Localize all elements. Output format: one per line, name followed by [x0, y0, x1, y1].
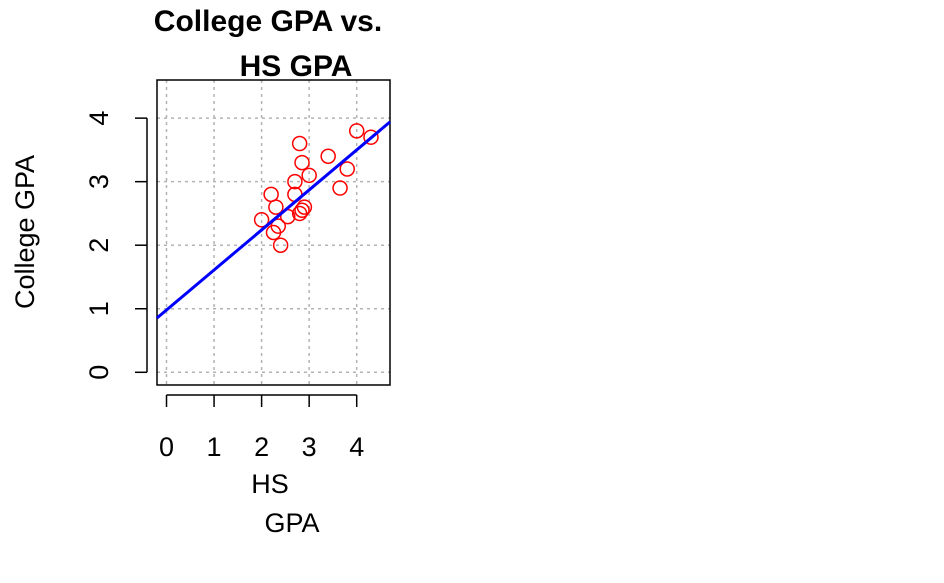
data-point [291, 135, 308, 152]
data-point [287, 173, 303, 190]
data-point [348, 123, 365, 139]
y-tick-label: 1 [84, 301, 114, 316]
data-point [268, 199, 284, 215]
data-point [253, 212, 270, 228]
data-point [272, 237, 289, 253]
x-tick-label: 1 [207, 432, 222, 462]
y-tick-label: 0 [84, 365, 114, 380]
scatter-points [253, 123, 379, 253]
data-point [332, 180, 348, 196]
y-tick-label: 2 [84, 238, 114, 253]
data-point [294, 154, 310, 171]
data-point [339, 161, 355, 177]
chart-title-line2: HS GPA [240, 50, 353, 83]
data-point [296, 199, 313, 215]
data-point [320, 148, 336, 164]
x-tick-label: 2 [254, 432, 269, 462]
grid [157, 80, 390, 385]
x-axis-label-line2: GPA [264, 508, 319, 538]
data-point [294, 202, 310, 219]
y-axis-label: College GPA [10, 155, 40, 309]
chart-title-line1: College GPA vs. [154, 5, 382, 38]
data-point [270, 218, 287, 234]
regression-line [156, 120, 391, 320]
data-point [301, 167, 317, 184]
data-point [363, 129, 379, 145]
x-tick-label: 0 [159, 432, 174, 462]
x-axis: 0 1 2 3 4 [159, 394, 364, 462]
x-axis-label-line1: HS [251, 469, 289, 499]
y-tick-label: 3 [84, 174, 114, 189]
y-tick-label: 4 [84, 111, 114, 126]
data-point [263, 186, 279, 203]
plot-frame [156, 79, 391, 386]
x-tick-label: 4 [349, 432, 364, 462]
y-axis: 0 1 2 3 4 [84, 111, 148, 380]
x-tick-label: 3 [302, 432, 317, 462]
